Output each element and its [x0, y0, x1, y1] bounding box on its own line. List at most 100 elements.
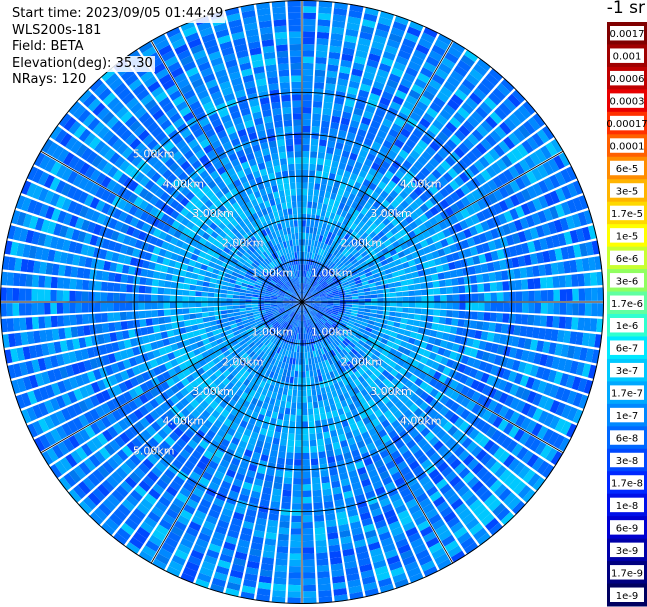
ppi-cell — [507, 324, 515, 335]
ppi-cell — [315, 362, 320, 370]
ppi-cell — [325, 224, 332, 232]
ppi-cell — [134, 355, 144, 365]
ppi-cell — [213, 419, 223, 429]
ppi-cell — [569, 331, 578, 345]
ppi-cell — [302, 100, 312, 108]
ppi-cell — [179, 269, 187, 277]
ppi-cell — [272, 290, 279, 295]
ppi-cell — [385, 365, 394, 373]
ppi-cell — [320, 367, 326, 375]
ppi-cell — [39, 203, 50, 218]
ppi-cell — [388, 316, 396, 322]
ppi-cell — [170, 309, 177, 316]
ppi-cell — [213, 297, 221, 302]
ppi-cell — [333, 214, 341, 222]
ppi-cell — [483, 97, 497, 110]
ppi-cell — [339, 274, 346, 280]
ppi-cell — [337, 517, 349, 526]
ppi-cell — [198, 269, 207, 276]
ppi-cell — [274, 313, 281, 318]
ppi-cell — [399, 256, 408, 264]
ppi-cell — [132, 508, 146, 521]
ppi-cell — [315, 215, 320, 222]
ppi-cell — [464, 541, 479, 555]
ppi-cell — [553, 155, 565, 170]
ppi-cell — [313, 260, 318, 267]
ppi-cell — [178, 248, 187, 257]
ppi-cell — [142, 458, 154, 470]
ppi-cell — [419, 475, 431, 487]
ppi-cell — [480, 169, 492, 182]
ppi-cell — [275, 366, 281, 374]
ppi-cell — [465, 97, 479, 110]
ppi-cell — [269, 507, 280, 515]
ppi-cell — [397, 509, 410, 521]
ppi-cell — [289, 420, 296, 428]
ppi-cell — [578, 394, 589, 410]
ppi-cell — [444, 51, 459, 64]
ppi-cell — [137, 230, 147, 241]
ppi-cell — [167, 352, 176, 361]
ppi-cell — [490, 429, 502, 442]
ppi-cell — [591, 287, 598, 301]
ppi-cell — [172, 268, 181, 276]
ppi-cell — [374, 135, 385, 145]
ppi-cell — [378, 270, 386, 277]
ppi-cell — [377, 414, 387, 424]
ppi-cell — [222, 453, 233, 463]
ppi-cell — [145, 379, 155, 390]
ppi-cell — [566, 182, 578, 198]
ppi-cell — [380, 259, 389, 266]
ppi-cell — [343, 225, 350, 234]
ppi-cell — [457, 363, 467, 374]
ppi-cell — [173, 475, 185, 487]
ppi-cell — [180, 407, 191, 418]
ppi-cell — [427, 302, 435, 309]
ppi-cell — [61, 422, 73, 437]
ppi-cell — [342, 355, 350, 363]
ppi-cell — [513, 268, 521, 279]
ppi-cell — [411, 176, 422, 186]
ppi-cell — [245, 296, 252, 300]
ppi-cell — [45, 206, 55, 220]
ppi-cell — [119, 160, 131, 172]
ppi-cell — [239, 360, 248, 368]
ppi-cell — [527, 116, 541, 131]
ppi-cell — [221, 409, 230, 418]
ppi-cell — [532, 112, 546, 128]
ppi-cell — [303, 578, 316, 586]
ppi-cell — [208, 509, 220, 519]
ppi-cell — [112, 169, 124, 182]
ppi-cell — [84, 165, 96, 179]
ppi-cell — [243, 428, 252, 437]
ppi-cell — [215, 315, 222, 320]
ppi-cell — [378, 16, 393, 27]
ppi-cell — [419, 276, 427, 283]
ppi-cell — [149, 358, 159, 368]
ppi-cell — [388, 33, 403, 44]
ppi-cell — [238, 257, 246, 265]
ppi-cell — [26, 331, 35, 345]
ppi-cell — [320, 126, 329, 135]
ppi-cell — [439, 86, 453, 98]
ppi-cell — [221, 262, 229, 269]
ppi-cell — [121, 330, 130, 340]
ppi-cell — [429, 195, 440, 206]
ppi-cell — [259, 407, 267, 416]
ppi-cell — [293, 306, 298, 312]
ppi-cell — [177, 321, 185, 328]
ppi-cell — [242, 319, 250, 325]
ppi-cell — [332, 292, 339, 296]
ppi-cell — [79, 428, 91, 442]
ppi-cell — [387, 320, 395, 327]
ppi-cell — [497, 379, 508, 391]
ppi-cell — [125, 348, 135, 358]
ppi-cell — [37, 303, 45, 315]
ppi-cell — [388, 261, 396, 268]
ppi-cell — [278, 326, 284, 333]
ppi-cell — [303, 264, 306, 271]
ppi-cell — [160, 413, 171, 424]
ppi-cell — [311, 252, 315, 260]
ppi-cell — [220, 289, 228, 294]
